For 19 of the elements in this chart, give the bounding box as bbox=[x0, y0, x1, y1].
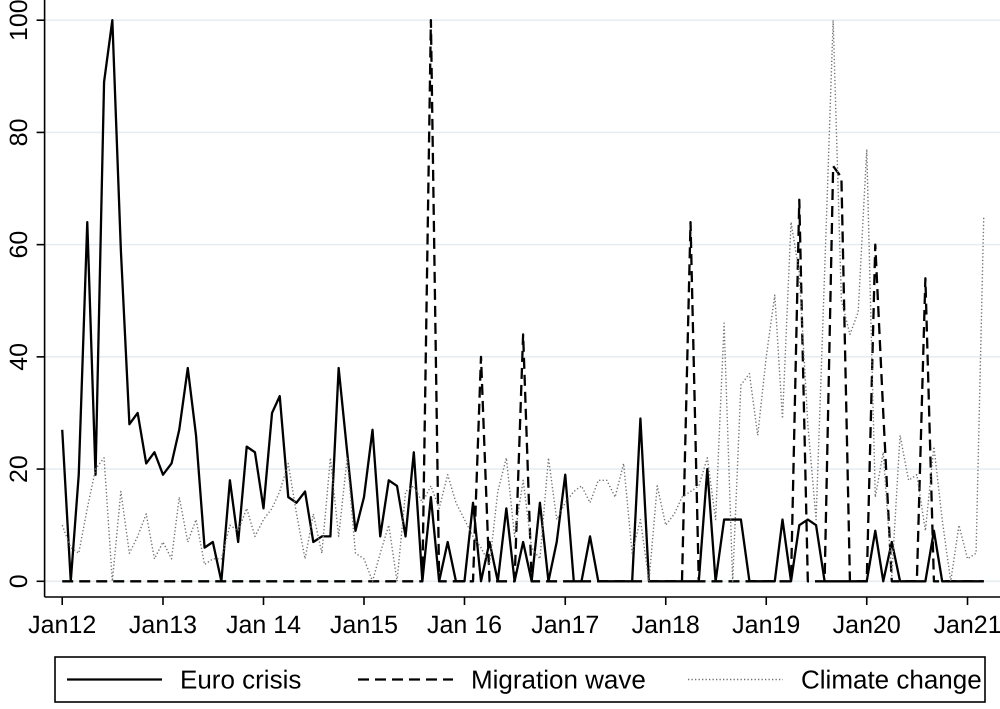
x-tick-label: Jan15 bbox=[330, 611, 398, 639]
legend-label: Climate change bbox=[801, 664, 982, 694]
y-tick-label: 40 bbox=[5, 342, 33, 371]
y-tick-label: 0 bbox=[5, 574, 33, 588]
legend-label: Migration wave bbox=[471, 664, 646, 694]
x-tick-label: Jan12 bbox=[28, 611, 96, 639]
x-tick-label: Jan18 bbox=[632, 611, 700, 639]
y-tick-label: 80 bbox=[5, 118, 33, 146]
y-tick-label: 20 bbox=[5, 455, 33, 483]
y-tick-label: 60 bbox=[5, 230, 33, 259]
x-tick-label: Jan21 bbox=[933, 611, 1000, 639]
x-tick-label: Jan20 bbox=[832, 611, 901, 639]
x-tick-label: Jan17 bbox=[531, 611, 600, 639]
x-tick-label: Jan19 bbox=[732, 611, 800, 639]
x-tick-label: Jan 14 bbox=[226, 611, 302, 639]
x-tick-label: Jan 16 bbox=[426, 611, 502, 639]
y-tick-label: 100 bbox=[5, 0, 33, 42]
legend-label: Euro crisis bbox=[180, 664, 302, 694]
x-tick-label: Jan13 bbox=[128, 611, 198, 639]
